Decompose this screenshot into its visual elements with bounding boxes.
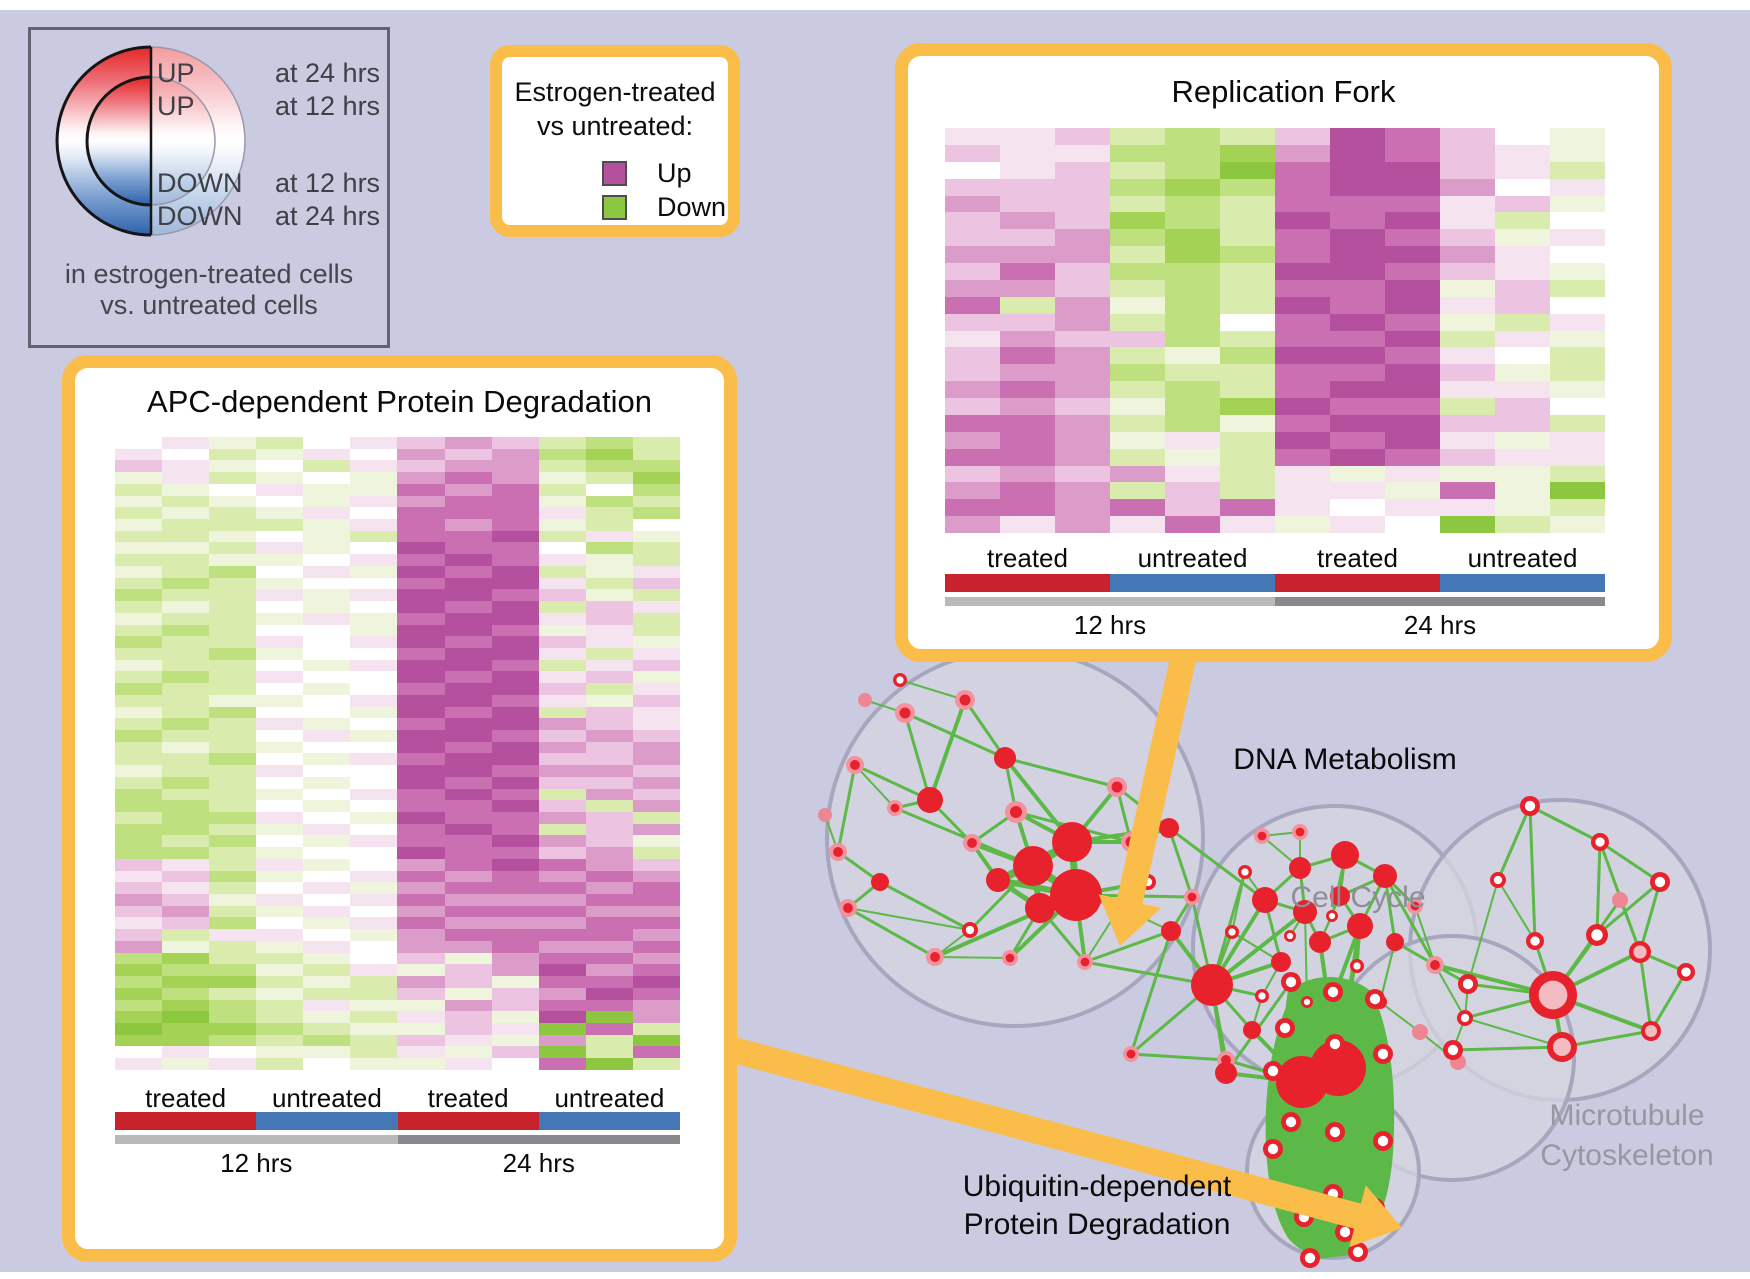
rf-time-labels: 12 hrs 24 hrs (945, 610, 1605, 640)
ubiquitin-degradation-label: Ubiquitin-dependent Protein Degradation (947, 1168, 1247, 1244)
apc-bar-24hrs (397, 1135, 680, 1144)
legend-down-24-dir: DOWN (157, 201, 243, 231)
legend-up-24-time: at 24 hrs (275, 58, 381, 88)
legend-down-12-time: at 12 hrs (275, 168, 381, 198)
rf-bar-12hrs (945, 597, 1275, 606)
microtubule-label-line2: Cytoskeleton (1540, 1139, 1714, 1172)
rf-group-untreated-12: untreated (1137, 543, 1248, 573)
apc-degradation-panel: APC-dependent Protein Degradation treate… (62, 355, 737, 1262)
replication-fork-title: Replication Fork (1171, 74, 1396, 109)
apc-heatmap (115, 437, 680, 1070)
rf-bar-24hrs (1275, 597, 1605, 606)
legend-caption-line1: in estrogen-treated cells (64, 259, 354, 289)
apc-group-untreated-12: untreated (271, 1083, 382, 1113)
apc-group-treated-24: treated (427, 1083, 509, 1113)
rf-bar-treated-24 (1275, 574, 1440, 592)
legend-down-24-time: at 24 hrs (275, 201, 381, 231)
rf-group-treated-24: treated (1317, 543, 1398, 573)
legend-up-24-dir: UP (157, 58, 195, 88)
apc-bar-treated-12 (115, 1112, 257, 1130)
updown-color-legend: UP at 24 hrs UP at 12 hrs DOWN at 12 hrs… (28, 27, 390, 348)
apc-bar-treated-24 (397, 1112, 539, 1130)
up-color-swatch (602, 161, 627, 186)
legend-up-12-dir: UP (157, 91, 195, 121)
estrogen-updown-legend: Estrogen-treated vs untreated: Up Down (490, 45, 740, 237)
rf-group-untreated-24: untreated (1467, 543, 1578, 573)
cell-cycle-label: Cell Cycle (1290, 881, 1426, 914)
apc-label-12hrs: 12 hrs (220, 1148, 293, 1178)
down-label: Down (657, 192, 727, 222)
rf-time-bars (945, 597, 1605, 606)
apc-bar-untreated-24 (538, 1112, 680, 1130)
apc-time-labels: 12 hrs 24 hrs (115, 1148, 680, 1178)
rf-bar-treated-12 (945, 574, 1110, 592)
apc-group-treated-12: treated (145, 1083, 227, 1113)
apc-group-untreated-24: untreated (554, 1083, 665, 1113)
apc-label-24hrs: 24 hrs (502, 1148, 575, 1178)
rf-group-labels: treated untreated treated untreated (945, 543, 1605, 573)
rf-group-treated-12: treated (987, 543, 1068, 573)
legend-caption-line2: vs. untreated cells (100, 290, 318, 320)
rf-label-12hrs: 12 hrs (1073, 610, 1147, 640)
microtubule-label-line1: Microtubule (1549, 1099, 1705, 1132)
apc-treatment-bars (115, 1112, 680, 1130)
apc-bar-untreated-12 (256, 1112, 398, 1130)
rf-bar-untreated-24 (1440, 574, 1605, 592)
ubiquitin-label-line1: Ubiquitin-dependent (962, 1170, 1232, 1203)
legend-up-12-time: at 12 hrs (275, 91, 381, 121)
replication-fork-heatmap (945, 128, 1605, 533)
microtubule-cytoskeleton-label: Microtubule Cytoskeleton (1477, 1096, 1750, 1176)
estrogen-legend-title-line1: Estrogen-treated (514, 77, 716, 107)
legend-down-12-dir: DOWN (157, 168, 243, 198)
updown-gradient-circles (55, 45, 246, 237)
apc-panel-title: APC-dependent Protein Degradation (147, 384, 652, 419)
rf-treatment-bars (945, 574, 1605, 592)
down-color-swatch (602, 195, 627, 220)
apc-group-labels: treated untreated treated untreated (115, 1083, 680, 1113)
up-label: Up (657, 158, 692, 188)
ubiquitin-label-line2: Protein Degradation (963, 1208, 1231, 1241)
estrogen-legend-title-line2: vs untreated: (536, 111, 694, 141)
dna-metabolism-label: DNA Metabolism (1233, 743, 1457, 776)
apc-time-bars (115, 1135, 680, 1144)
rf-bar-untreated-12 (1110, 574, 1275, 592)
apc-bar-12hrs (115, 1135, 398, 1144)
rf-label-24hrs: 24 hrs (1403, 610, 1477, 640)
replication-fork-panel: Replication Fork treated untreated treat… (895, 43, 1672, 662)
